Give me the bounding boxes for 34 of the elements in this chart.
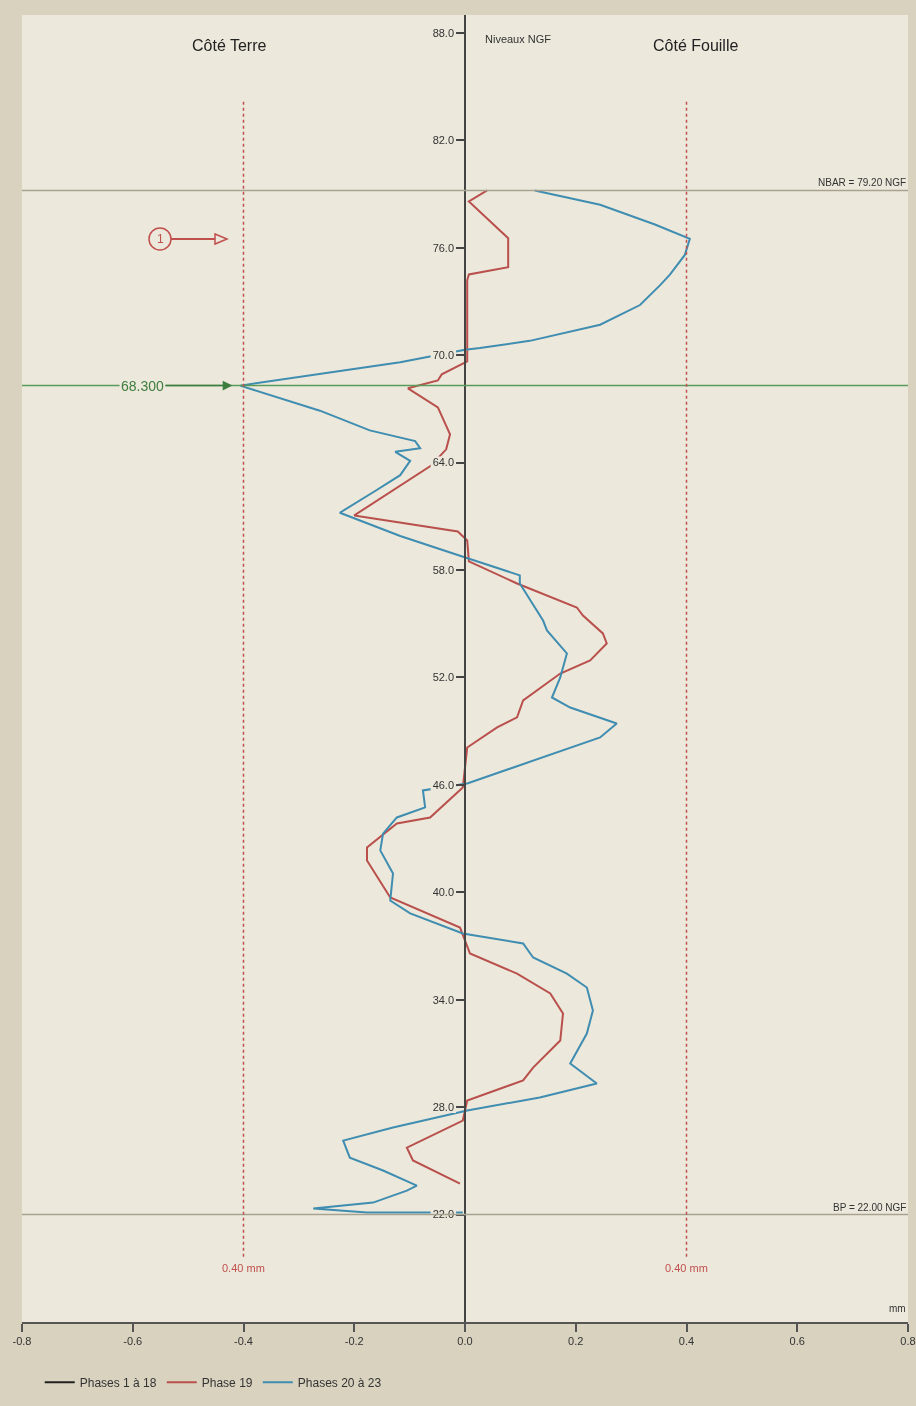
legend-label: Phases 1 à 18 <box>79 1375 157 1390</box>
y-axis-title: Niveaux NGF <box>485 33 552 45</box>
annotation: 68.300 <box>121 378 165 394</box>
x-axis-title: mm <box>889 1303 906 1314</box>
y-tick-label: 28.0 <box>432 1101 455 1113</box>
x-tick-label: 0.2 <box>568 1335 584 1348</box>
y-tick-label: 76.0 <box>432 241 455 254</box>
y-tick-label: 70.0 <box>432 349 455 362</box>
x-tick-label: -0.2 <box>344 1335 364 1348</box>
x-tick-label: -0.6 <box>123 1335 143 1348</box>
y-tick-label: 46.0 <box>432 778 455 791</box>
x-tick-label: -0.8 <box>12 1335 32 1348</box>
x-tick-label: 0.4 <box>678 1335 695 1348</box>
annotation: 1 <box>157 232 164 246</box>
x-tick-label: -0.4 <box>234 1335 253 1348</box>
y-tick-label: 64.0 <box>432 456 455 469</box>
ref-line-label: BP = 22.00 NGF <box>833 1202 907 1213</box>
x-tick-label: 0.8 <box>900 1335 916 1348</box>
ref-line-label: 0.40 mm <box>665 1262 708 1274</box>
ref-line-label: NBAR = 79.20 NGF <box>818 177 907 188</box>
legend-label: Phases 20 à 23 <box>297 1375 382 1390</box>
y-tick-label: 82.0 <box>432 134 455 147</box>
legend-label: Phase 19 <box>201 1375 253 1390</box>
x-tick-label: 0.0 <box>457 1335 473 1348</box>
line-series <box>353 189 608 1185</box>
y-tick-label: 58.0 <box>432 563 455 576</box>
y-tick-label: 34.0 <box>432 993 455 1006</box>
y-tick-label: 88.0 <box>432 26 455 39</box>
annotation: Côté Terre <box>192 37 267 54</box>
ref-line-label: 0.40 mm <box>222 1262 265 1274</box>
y-tick-label: 40.0 <box>432 886 455 899</box>
y-tick-label: 52.0 <box>432 671 455 684</box>
annotation: Côté Fouille <box>653 37 739 54</box>
x-tick-label: 0.6 <box>789 1335 805 1348</box>
